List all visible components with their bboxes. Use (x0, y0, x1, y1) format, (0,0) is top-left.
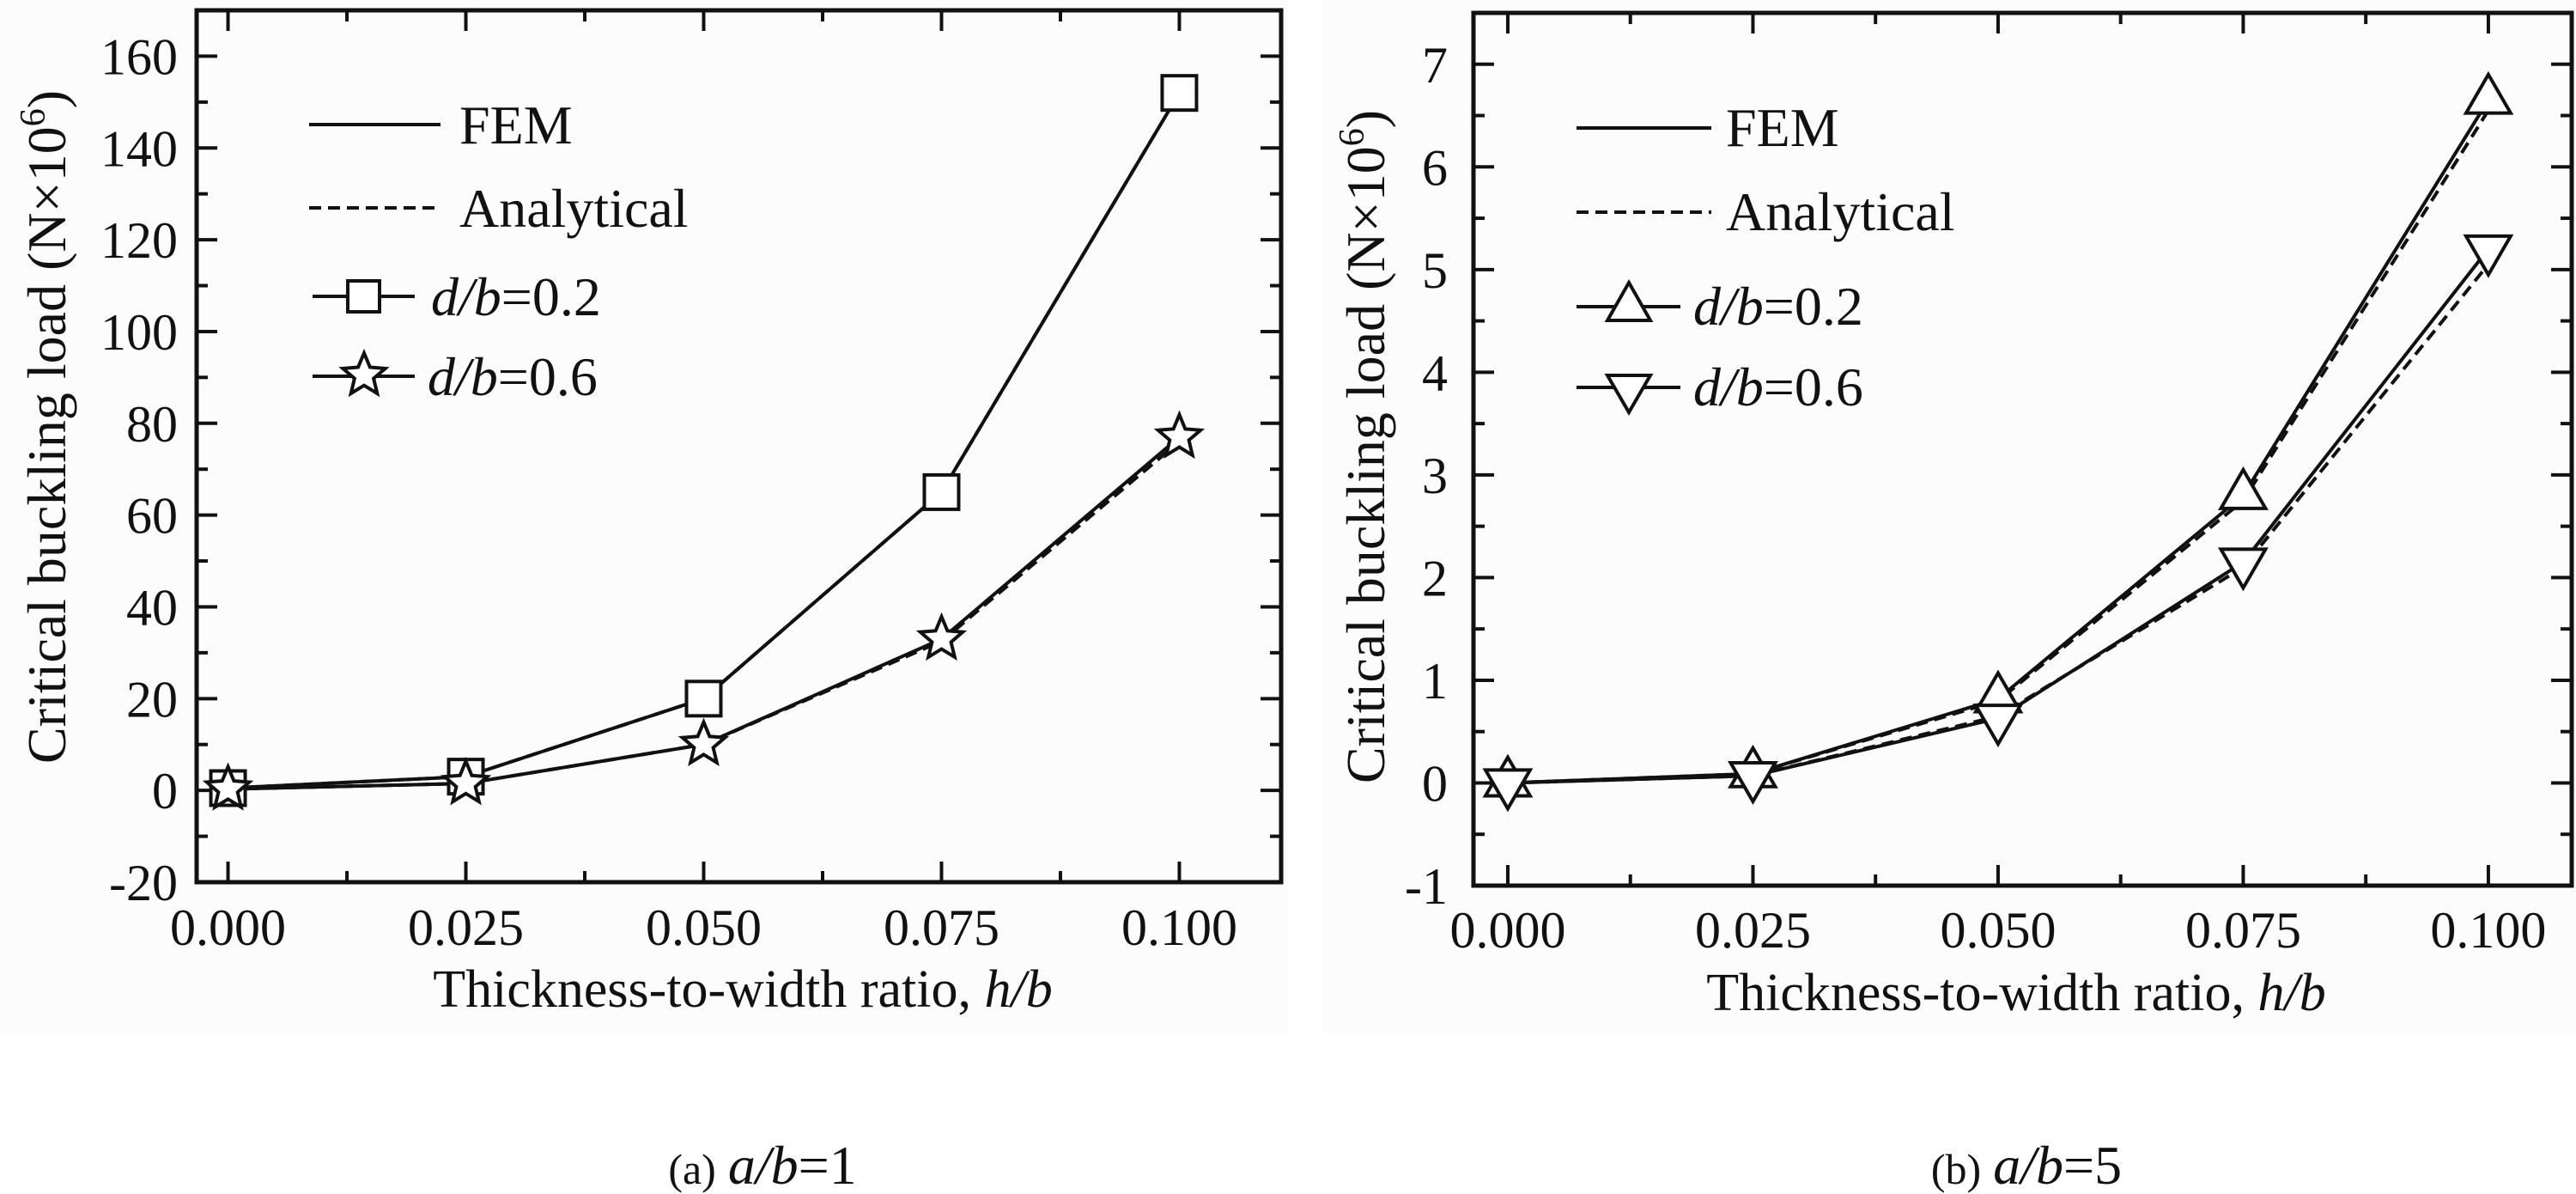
y-tick-label: 20 (126, 671, 178, 728)
y-tick-label: 3 (1422, 448, 1448, 504)
data-point-square (684, 679, 723, 718)
y-axis-title: Critical buckling load (N×106) (1333, 110, 1396, 783)
legend-fem-label: FEM (459, 94, 573, 155)
x-tick-label: 0.100 (1121, 899, 1237, 956)
y-tick-label: 40 (126, 579, 178, 636)
legend-item-fem: FEM (309, 94, 573, 155)
chart-panel-a: -20 0 20 40 60 80 100 120 140 160 0.000 0.025 0.050… (0, 0, 1288, 1194)
y-tick-label: 6 (1422, 139, 1448, 196)
legend-item-db06: d/b=0.6 (1577, 356, 1863, 417)
y-tick-labels: -20 0 20 40 60 80 100 120 140 160 (100, 28, 178, 911)
y-tick-label: 1 (1422, 653, 1448, 710)
y-tick-label: 60 (126, 488, 178, 545)
y-tick-label: -1 (1405, 858, 1448, 915)
legend-analytical-label: Analytical (1726, 181, 1955, 242)
legend-item-db02: d/b=0.2 (1577, 276, 1863, 337)
data-point-star (915, 612, 968, 661)
axis-ticks (197, 10, 1281, 884)
y-tick-label: 120 (100, 212, 178, 269)
series-line-d-b-0-2-analytical (228, 92, 1182, 790)
series-markers (202, 74, 1206, 811)
y-tick-label: 0 (1422, 755, 1448, 812)
legend-db06-label: d/b=0.6 (428, 346, 598, 407)
legend-item-db06: d/b=0.6 (313, 346, 598, 407)
square-marker-icon (346, 279, 381, 314)
x-tick-label: 0.000 (1449, 902, 1565, 959)
chart-panel-b: -1 0 1 2 3 4 5 6 7 0.000 0.025 0.050 0.075 0.100 Cri… (1322, 0, 2576, 1194)
y-tick-label: 7 (1422, 37, 1448, 94)
x-tick-labels: 0.000 0.025 0.050 0.075 0.100 (1449, 902, 2546, 959)
y-tick-label: 2 (1422, 550, 1448, 606)
plot-frame (1471, 10, 2574, 888)
x-tick-label: 0.075 (884, 899, 999, 956)
legend-db02-label: d/b=0.2 (431, 266, 601, 327)
triangle-up-marker-icon (1604, 278, 1654, 322)
series-markers (1482, 70, 2514, 813)
y-tick-label: 160 (100, 28, 178, 85)
data-point-triangle-down (2217, 547, 2269, 592)
legend: FEM Analytical d/b=0.2 d/b=0.6 (1577, 97, 1955, 417)
x-tick-label: 0.025 (1695, 902, 1811, 959)
y-tick-label: 140 (100, 120, 178, 177)
legend-analytical-label: Analytical (459, 178, 689, 239)
x-tick-label: 0.000 (170, 899, 286, 956)
y-tick-label: 80 (126, 396, 178, 453)
x-tick-label: 0.050 (646, 899, 762, 956)
star-marker-icon (338, 348, 390, 398)
y-axis-title: Critical buckling load (N×106) (14, 90, 77, 764)
data-point-triangle-down (1482, 768, 1534, 813)
legend-item-analytical: Analytical (309, 178, 689, 239)
x-axis-title: Thickness-to-width ratio, h/b (433, 960, 1053, 1019)
legend-item-analytical: Analytical (1577, 181, 1955, 242)
y-tick-labels: -1 0 1 2 3 4 5 6 7 (1405, 37, 1448, 915)
data-point-triangle-down (1727, 761, 1778, 806)
legend-db06-label: d/b=0.6 (1693, 356, 1863, 417)
data-point-triangle-up (2217, 466, 2269, 510)
legend: FEM Analytical d/b=0.2 d/b=0.6 (309, 94, 689, 407)
data-point-square (1160, 74, 1199, 113)
axis-ticks (1473, 13, 2572, 887)
legend-item-fem: FEM (1577, 97, 1839, 158)
data-point-square (922, 472, 961, 511)
triangle-down-marker-icon (1604, 374, 1654, 416)
y-tick-label: 4 (1422, 344, 1448, 401)
data-point-triangle-up (2463, 70, 2514, 115)
legend-fem-label: FEM (1726, 97, 1839, 158)
data-point-triangle-down (2463, 234, 2514, 278)
x-axis-title: Thickness-to-width ratio, h/b (1706, 964, 2326, 1022)
legend-item-db02: d/b=0.2 (313, 266, 601, 327)
data-point-star (440, 756, 492, 806)
plot-frame (194, 8, 1284, 885)
x-tick-label: 0.025 (408, 899, 524, 956)
y-tick-label: 100 (100, 304, 178, 361)
panel-background (0, 0, 1288, 1033)
data-point-star (202, 762, 254, 811)
y-tick-label: 5 (1422, 242, 1448, 299)
caption-a: (a) a/b=1 (668, 1135, 856, 1194)
x-tick-label: 0.100 (2430, 902, 2546, 959)
data-point-star (677, 717, 730, 767)
panel-background (1322, 0, 2576, 1033)
x-tick-label: 0.050 (1940, 902, 2056, 959)
legend-db02-label: d/b=0.2 (1693, 276, 1863, 337)
x-tick-labels: 0.000 0.025 0.050 0.075 0.100 (170, 899, 1237, 956)
caption-b: (b) a/b=5 (1931, 1135, 2122, 1194)
x-tick-label: 0.075 (2185, 902, 2301, 959)
data-point-triangle-down (1972, 704, 2024, 748)
y-tick-label: 0 (152, 763, 178, 819)
y-tick-label: -20 (109, 855, 178, 911)
data-point-star (1153, 410, 1206, 460)
